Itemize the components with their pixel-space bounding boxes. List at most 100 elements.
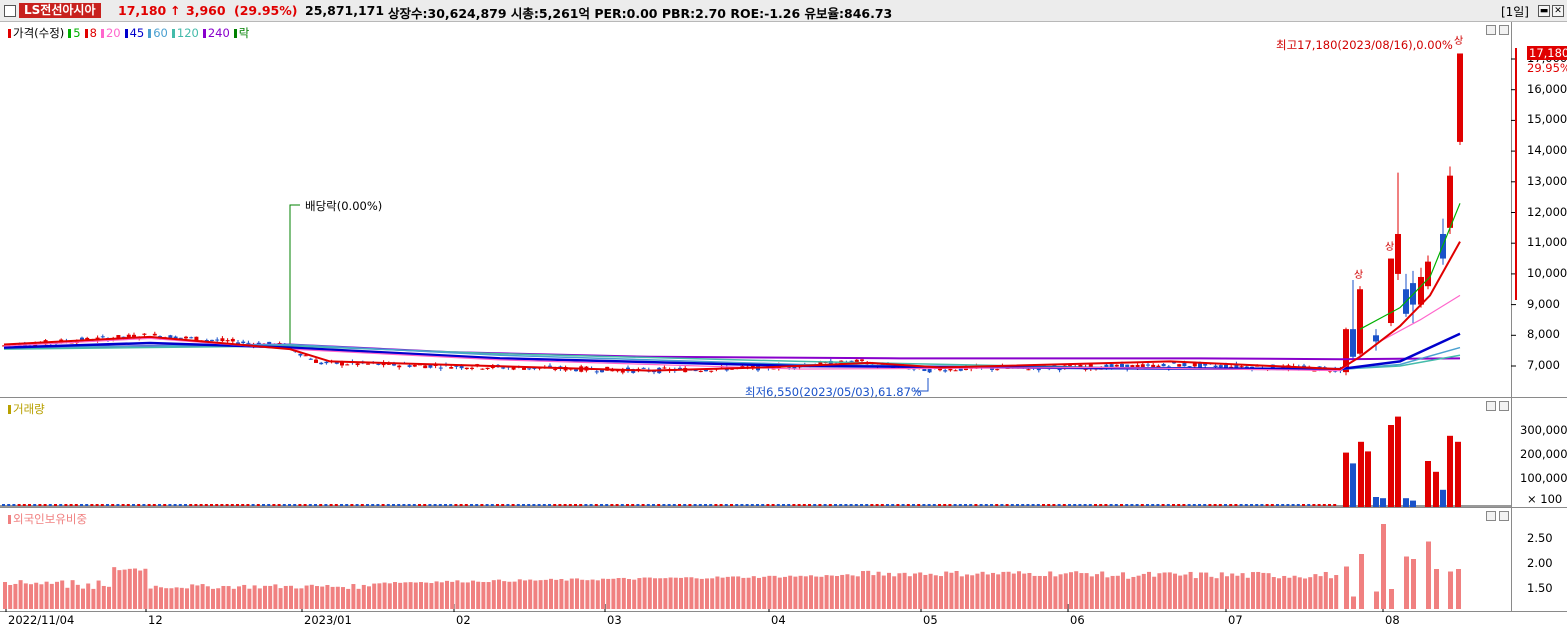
volume-bar [168,504,172,506]
volume-bar [163,504,167,506]
volume-bar [1410,500,1416,507]
foreign-ratio-bar [528,579,533,609]
foreign-ratio-bar [190,584,195,609]
volume-bar [366,504,369,506]
foreign-ratio-bar [699,578,704,609]
foreign-ratio-bar [1079,573,1084,609]
foreign-ratio-bar [512,581,517,609]
foreign-ratio-bar [242,584,247,609]
volume-bar [1068,504,1071,506]
foreign-ratio-bar [476,581,481,609]
volume-bar [464,504,468,506]
price-tick-label: 14,000 [1527,143,1567,158]
volume-bar [1182,504,1186,506]
volume-bar [891,504,895,506]
volume-bar [132,504,135,506]
volume-bar [730,504,733,506]
volume-bar [1078,504,1082,506]
volume-pane[interactable]: 거래량 [0,398,1567,508]
pane-minimize-icon[interactable] [1486,511,1496,521]
foreign-ratio-bar [1199,572,1203,609]
foreign-ratio-bar [720,577,725,609]
dividend-marker-line [289,204,300,344]
volume-bar [714,504,718,506]
candle-body [1161,363,1166,367]
volume-bar [1177,504,1181,506]
foreign-ratio-bar [1089,576,1094,609]
volume-bar [1440,489,1446,507]
foreign-ratio-bar [169,588,174,609]
candle-body [1373,335,1379,342]
candle-body [1312,370,1317,372]
candle-body [1457,53,1463,142]
select-checkbox[interactable] [4,5,16,17]
volume-bar [449,504,453,506]
volume-bar [12,504,16,506]
foreign-ratio-bar [200,584,205,609]
pane-close-icon[interactable] [1499,25,1509,35]
volume-bar [828,504,832,506]
pane-minimize-icon[interactable] [1486,401,1496,411]
candle-body [116,335,121,339]
candle-body [1177,364,1182,367]
foreign-ratio-bar [1261,572,1266,609]
volume-bar [605,504,609,506]
volume-bar [100,504,104,506]
foreign-ratio-bar [143,568,148,609]
candle-body [366,363,370,365]
legend-ma-label: 20 [105,26,121,40]
foreign-ratio-bar [1245,577,1250,609]
volume-bar [298,504,302,506]
volume-bar [558,504,562,506]
candle-body [1425,261,1431,287]
foreign-ratio-bar [595,580,600,609]
foreign-ratio-bar [788,575,793,609]
stock-name-badge[interactable]: LS전선아시아 [19,3,101,18]
foreign-ratio-bar [1351,596,1356,609]
foreign-ratio-bar [273,584,278,609]
foreign-ratio-bar [887,572,891,609]
volume-bar [938,504,941,506]
volume-bar [371,504,375,506]
legend-foreign-label: 외국인보유비중 [13,512,88,526]
foreign-ratio-bar [299,588,304,609]
foreign-ratio-bar [876,571,881,609]
volume-bar [958,504,962,506]
foreign-ratio-bar [939,576,943,609]
pane-close-icon[interactable] [1499,401,1509,411]
volume-bar [220,504,224,506]
foreign-ratio-bar [70,580,75,609]
minimize-icon[interactable]: ▬ [1538,5,1550,17]
volume-bar [1270,504,1274,506]
foreign-ratio-bar [783,576,787,609]
foreign-ratio-bar [138,570,143,609]
foreign-ratio-bar [741,577,746,609]
volume-bar [454,504,458,506]
foreign-ratio-bar [1027,572,1032,609]
foreign-ratio-bar [793,576,798,609]
pane-close-icon[interactable] [1499,511,1509,521]
volume-bar [204,504,208,506]
foreign-ratio-bar [13,583,18,609]
foreign-ratio-bar [1105,577,1110,609]
price-pane[interactable]: 가격(수정) 5 8 20 45 60 120 240 락 [0,22,1567,398]
volume-bar [397,504,401,506]
foreign-ratio-pane[interactable]: 외국인보유비중 [0,508,1567,612]
period-selector[interactable]: [1일] [1500,5,1529,19]
volume-bar [1000,504,1004,506]
foreign-ratio-bar [1297,577,1302,609]
volume-bar [756,504,759,506]
volume-bar [386,504,390,506]
foreign-ratio-bar [491,580,496,609]
pane-minimize-icon[interactable] [1486,25,1496,35]
foreign-ratio-bar [601,578,605,609]
candle-body [548,365,552,367]
foreign-ratio-bar [554,579,559,609]
foreign-ratio-bar [1329,578,1333,609]
foreign-ratio-bar [278,588,283,609]
close-icon[interactable]: ✕ [1552,5,1564,17]
foreign-ratio-bar [1011,573,1016,609]
candle-body [303,355,308,357]
foreign-ratio-bar [1448,571,1453,609]
